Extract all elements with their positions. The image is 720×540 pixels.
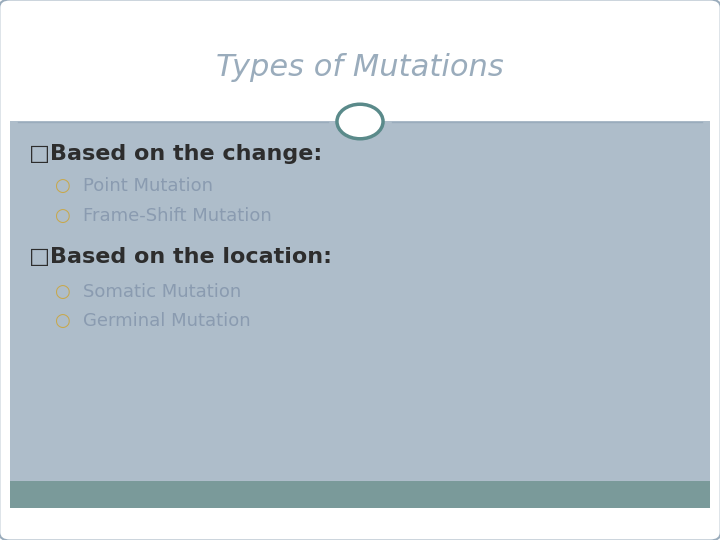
Text: Types of Mutations: Types of Mutations: [216, 53, 504, 82]
Text: Point Mutation: Point Mutation: [83, 177, 213, 195]
Text: ○: ○: [54, 312, 70, 330]
Text: □Based on the location:: □Based on the location:: [29, 246, 332, 267]
Text: Germinal Mutation: Germinal Mutation: [83, 312, 251, 330]
Text: Frame-Shift Mutation: Frame-Shift Mutation: [83, 207, 271, 225]
Text: ○: ○: [54, 207, 70, 225]
Text: ○: ○: [54, 282, 70, 301]
Text: ○: ○: [54, 177, 70, 195]
Text: Somatic Mutation: Somatic Mutation: [83, 282, 241, 301]
Text: □Based on the change:: □Based on the change:: [29, 144, 322, 164]
